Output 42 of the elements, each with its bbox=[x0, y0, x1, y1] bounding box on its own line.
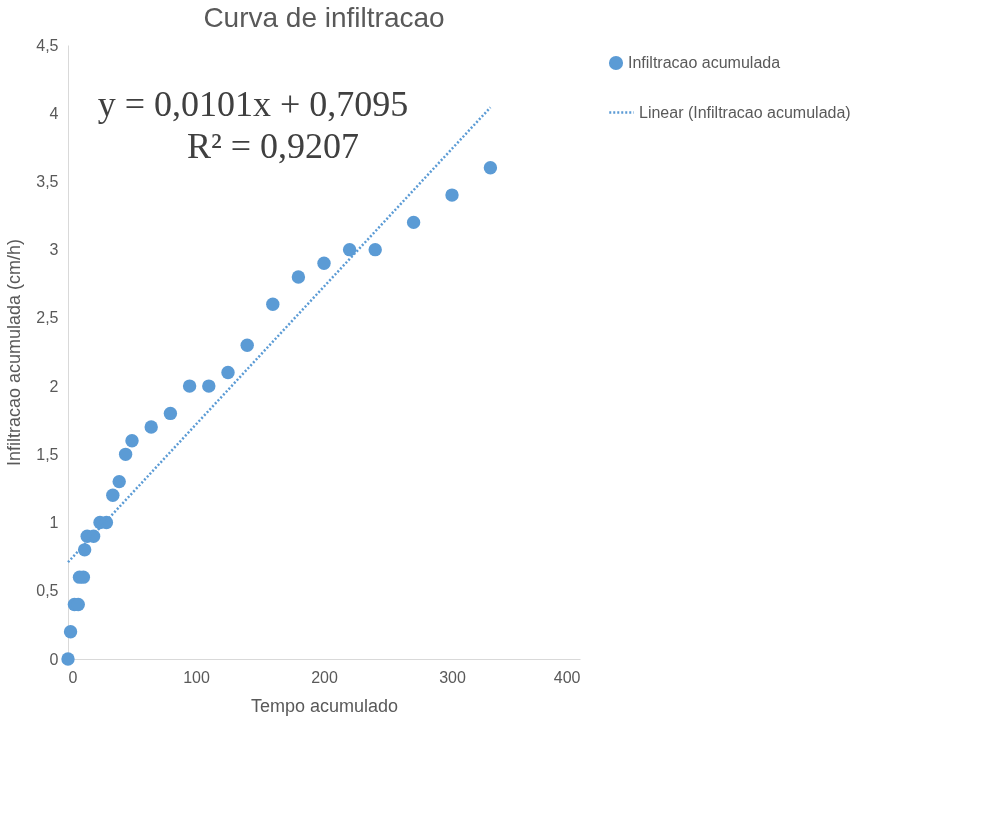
x-tick-label: 400 bbox=[553, 668, 581, 686]
point bbox=[221, 365, 235, 380]
point bbox=[240, 338, 254, 352]
point bbox=[182, 379, 197, 393]
point bbox=[63, 625, 78, 639]
point bbox=[202, 379, 216, 393]
y-tick-label: 4,5 bbox=[36, 36, 59, 54]
point bbox=[368, 242, 382, 257]
y-tick-label: 3 bbox=[49, 241, 59, 259]
point bbox=[445, 188, 459, 202]
point bbox=[342, 242, 357, 257]
x-tick-label: 0 bbox=[68, 668, 78, 686]
x-axis-title: Tempo acumulado bbox=[250, 695, 399, 716]
y-tick-label: 1 bbox=[49, 514, 59, 532]
y-tick-label: 0,5 bbox=[36, 582, 59, 600]
point bbox=[106, 488, 120, 502]
annotation: y = 0,0101x + 0,7095 bbox=[97, 84, 409, 124]
legend-label: Infiltracao acumulada bbox=[628, 54, 781, 71]
y-axis-title: Infiltracao acumulada (cm/h) bbox=[4, 238, 25, 467]
y-tick-label: 2 bbox=[49, 377, 59, 395]
legend-label: Linear (Infiltracao acumulada) bbox=[639, 103, 851, 121]
chart-title: Curva de infiltracao bbox=[203, 2, 445, 33]
x-tick-label: 100 bbox=[183, 668, 210, 686]
point bbox=[483, 161, 498, 175]
point bbox=[406, 215, 421, 230]
point bbox=[317, 256, 331, 271]
point bbox=[112, 474, 126, 489]
y-tick-label: 2,5 bbox=[36, 309, 59, 327]
y-tick-label: 4 bbox=[49, 104, 59, 122]
y-tick-label: 0 bbox=[49, 650, 59, 668]
point bbox=[291, 270, 306, 284]
point bbox=[144, 420, 158, 434]
point bbox=[125, 433, 139, 448]
point bbox=[266, 297, 280, 311]
point bbox=[61, 652, 75, 666]
point bbox=[118, 447, 133, 462]
annotation: R² = 0,9207 bbox=[186, 126, 360, 166]
x-tick-label: 200 bbox=[311, 668, 338, 686]
y-tick-label: 3,5 bbox=[36, 172, 59, 190]
x-tick-label: 300 bbox=[439, 668, 466, 686]
point bbox=[163, 406, 178, 421]
y-tick-label: 1,5 bbox=[36, 445, 59, 463]
